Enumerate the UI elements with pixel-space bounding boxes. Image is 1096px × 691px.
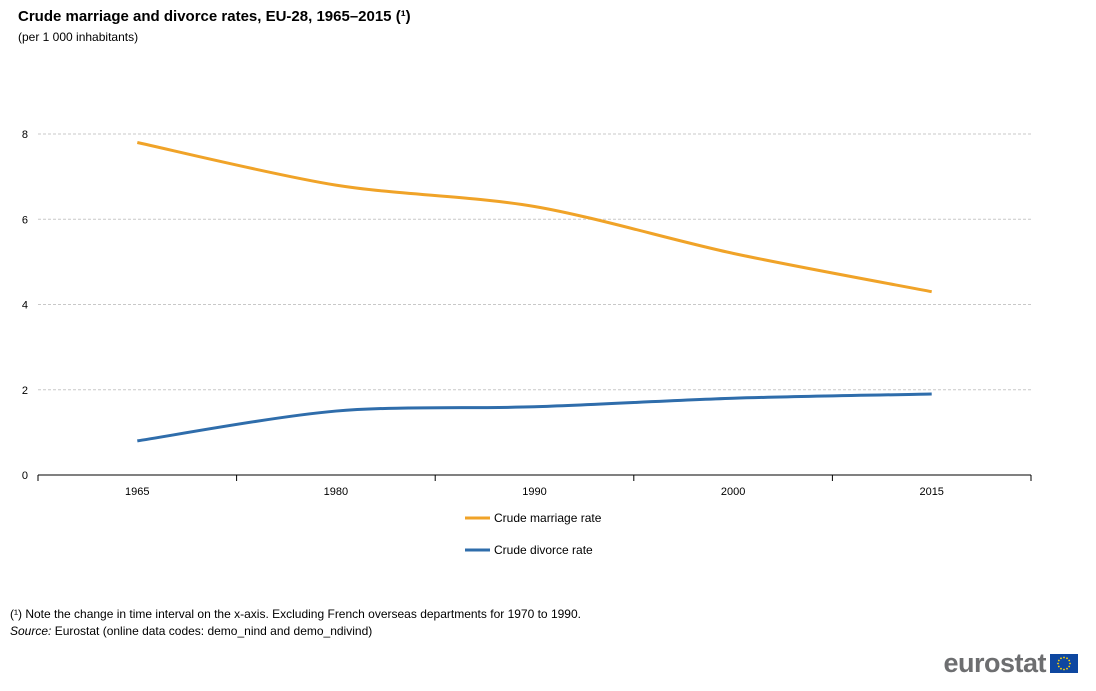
source-line: Source: Eurostat (online data codes: dem…	[10, 624, 372, 638]
y-axis-ticks: 0 2 4 6 8	[22, 129, 28, 482]
eu-star	[1066, 667, 1068, 670]
eu-star	[1063, 656, 1065, 659]
series-lines	[136, 141, 932, 443]
line-chart: 0 2 4 6 8 1965 1980 1990 2000 2015 Crude marriag…	[22, 129, 1032, 557]
eu-star	[1057, 665, 1060, 668]
x-tick-label-2000: 2000	[721, 486, 745, 498]
y-tick-label-8: 8	[22, 129, 28, 141]
x-tick-label-2015: 2015	[919, 486, 943, 498]
logo-text: eurostat	[943, 648, 1046, 678]
y-tick-label-4: 4	[22, 300, 28, 312]
eu-star	[1060, 657, 1062, 660]
x-tick-label-1980: 1980	[324, 486, 348, 498]
legend-label-crude-marriage-rate: Crude marriage rate	[494, 511, 602, 525]
footnote: (¹) Note the change in time interval on …	[10, 607, 581, 621]
eu-star	[1068, 659, 1071, 662]
eu-flag-icon	[1050, 654, 1078, 673]
y-tick-label-0: 0	[22, 470, 28, 482]
eu-star	[1057, 659, 1060, 662]
legend: Crude marriage rate Crude divorce rate	[465, 511, 602, 557]
legend-label-crude-divorce-rate: Crude divorce rate	[494, 543, 593, 557]
gridlines	[38, 133, 1031, 391]
source-text: Eurostat (online data codes: demo_nind a…	[51, 624, 373, 638]
eu-star	[1066, 657, 1068, 660]
eu-star	[1069, 662, 1071, 665]
eu-star	[1060, 667, 1062, 670]
x-tick-label-1990: 1990	[522, 486, 546, 498]
eu-star	[1063, 668, 1065, 671]
chart-subtitle: (per 1 000 inhabitants)	[18, 30, 139, 44]
chart-title: Crude marriage and divorce rates, EU-28,…	[18, 8, 411, 25]
x-axis: 1965 1980 1990 2000 2015	[37, 474, 1032, 498]
y-tick-label-2: 2	[22, 385, 28, 397]
x-tick-label-1965: 1965	[125, 486, 149, 498]
eu-star	[1057, 662, 1059, 665]
eurostat-logo: eurostat	[943, 648, 1078, 679]
y-tick-label-6: 6	[22, 214, 28, 226]
series-line-crude-marriage-rate	[136, 141, 932, 294]
series-line-crude-divorce-rate	[137, 392, 932, 443]
source-label: Source:	[10, 624, 52, 638]
eu-star	[1068, 665, 1071, 668]
